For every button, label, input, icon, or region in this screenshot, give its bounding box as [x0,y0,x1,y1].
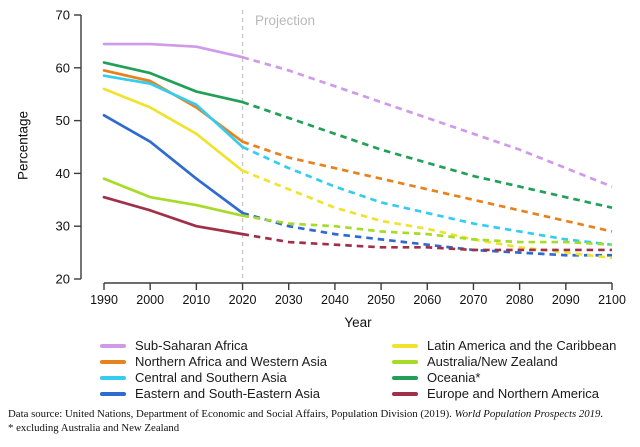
legend-swatch [100,344,126,348]
legend-label: Oceania* [427,370,481,385]
x-tick-label: 2060 [413,293,441,307]
legend-label: Northern Africa and Western Asia [135,354,327,369]
y-tick-label: 20 [56,272,70,287]
legend-item: Latin America and the Caribbean [392,338,616,354]
series-line-projected [242,140,613,233]
legend-swatch [100,376,126,380]
data-source-text: Data source: United Nations, Department … [8,408,455,420]
y-tick-label: 30 [56,219,70,234]
legend-item: Central and Southern Asia [100,370,327,386]
y-axis-title: Percentage [15,110,31,181]
legend-item: Sub-Saharan Africa [100,338,327,354]
series-line-projected [242,55,613,188]
series-line-projected [242,232,612,252]
chart-lines [102,42,613,260]
y-tick-label: 70 [56,8,70,23]
x-tick-label: 2100 [598,293,626,307]
y-tick-label: 40 [56,166,70,181]
legend-swatch [100,392,126,396]
series-line-solid [102,87,244,173]
x-tick-label: 2050 [367,293,395,307]
legend-label: Europe and Northern America [427,386,599,401]
legend-swatch [392,392,418,396]
series-line-solid [102,195,244,236]
x-axis-title: Year [344,315,372,330]
legend-column: Sub-Saharan Africa Northern Africa and We… [100,338,327,402]
series-line-solid [102,113,244,215]
series-line-projected [242,214,613,247]
series-line-solid [102,74,244,149]
series-line-projected [241,145,613,247]
series-line-solid [102,42,244,59]
series-line-solid [102,177,244,217]
y-axis: 20 30 40 50 60 70 [56,8,82,287]
legend-label: Sub-Saharan Africa [135,338,248,353]
legend-item: Eastern and South-Eastern Asia [100,386,327,402]
x-axis: 1990 2000 2010 2020 2030 2040 2050 2060 2070 2080… [90,282,626,307]
legend-label: Australia/New Zealand [427,354,558,369]
x-tick-label: 2090 [552,293,580,307]
x-tick-label: 2070 [460,293,488,307]
x-tick-label: 2000 [136,293,164,307]
x-tick-label: 2040 [321,293,349,307]
legend-item: Northern Africa and Western Asia [100,354,327,370]
legend-label: Latin America and the Caribbean [427,338,617,353]
source-note: Data source: United Nations, Department … [8,407,638,435]
legend-label: Central and Southern Asia [135,370,287,385]
series-line-solid [102,61,244,104]
data-source-line: Data source: United Nations, Department … [8,407,638,421]
legend-item: Europe and Northern America [392,386,616,402]
publication-title: World Population Prospects 2019. [454,408,604,420]
footnote-text: * excluding Australia and New Zealand [8,422,180,434]
legend-item: Australia/New Zealand [392,354,616,370]
series-line-projected [242,211,612,257]
legend-column: Latin America and the Caribbean Australia… [392,338,616,402]
x-tick-label: 2020 [229,293,257,307]
y-tick-label: 60 [56,60,70,75]
legend-swatch [392,376,418,380]
x-tick-label: 2010 [182,293,210,307]
legend-swatch [392,360,418,364]
legend-label: Eastern and South-Eastern Asia [135,386,321,401]
y-tick-label: 50 [56,113,70,128]
x-tick-label: 2030 [275,293,303,307]
legend-item: Oceania* [392,370,616,386]
legend-swatch [100,360,126,364]
projection-label: Projection [255,13,316,28]
x-tick-label: 1990 [90,293,118,307]
legend-swatch [392,344,418,348]
x-tick-label: 2080 [506,293,534,307]
